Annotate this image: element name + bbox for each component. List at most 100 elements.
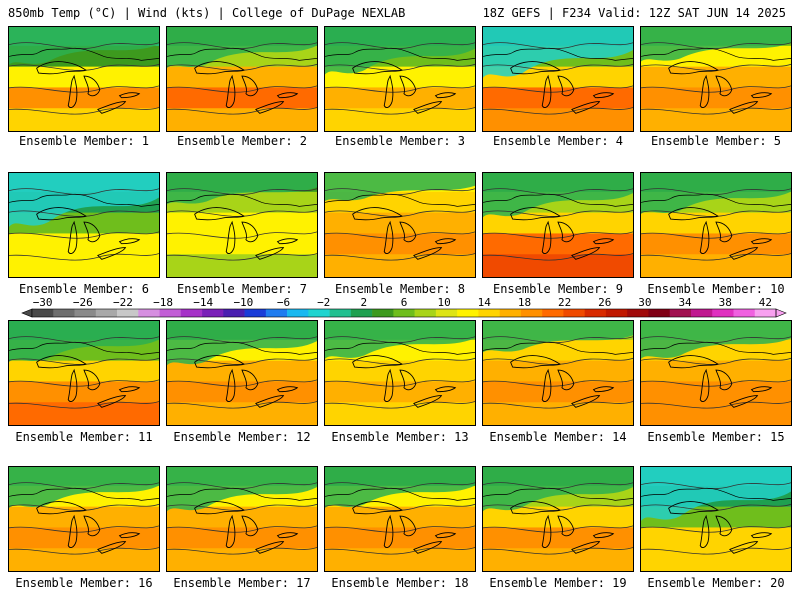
ensemble-member-label: Ensemble Member: 4 bbox=[492, 134, 624, 148]
colorbar-segment bbox=[605, 309, 628, 317]
ensemble-member-map[interactable] bbox=[640, 466, 792, 572]
great-lake-outline bbox=[510, 355, 561, 369]
great-lake-outline bbox=[557, 221, 575, 243]
ensemble-member-map[interactable] bbox=[8, 320, 160, 426]
isobar-contour bbox=[167, 188, 317, 196]
colorbar-tick-label: −22 bbox=[113, 296, 133, 309]
border-line bbox=[9, 193, 159, 207]
temperature-colorbar: −30 −26 −22 −18 −14 −10 −6 −2 2 6 10 14 18 22 26 30 34 38… bbox=[0, 296, 800, 320]
isobar-contour bbox=[325, 231, 475, 239]
great-lake-outline bbox=[668, 355, 719, 369]
ensemble-member-map[interactable] bbox=[640, 26, 792, 132]
isobar-contour bbox=[9, 42, 159, 50]
great-lake-outline bbox=[399, 369, 417, 391]
colorbar-tick-label: −18 bbox=[153, 296, 173, 309]
great-lake-outline bbox=[118, 386, 141, 393]
great-lake-outline bbox=[399, 515, 417, 537]
temperature-band bbox=[167, 108, 317, 131]
ensemble-member-map[interactable] bbox=[482, 172, 634, 278]
great-lake-outline bbox=[97, 395, 127, 408]
border-line bbox=[167, 341, 317, 355]
great-lake-outline bbox=[541, 368, 552, 402]
colorbar-tick-label: −2 bbox=[317, 296, 330, 309]
great-lake-outline bbox=[118, 532, 141, 539]
isobar-contour bbox=[9, 188, 159, 196]
ensemble-member-label: Ensemble Member: 20 bbox=[647, 576, 785, 590]
isobar-contour bbox=[483, 379, 633, 387]
colorbar-segment bbox=[350, 309, 373, 317]
great-lake-outline bbox=[434, 386, 457, 393]
ensemble-member-map[interactable] bbox=[166, 466, 318, 572]
border-line bbox=[641, 47, 791, 61]
isobar-contour bbox=[641, 188, 791, 196]
ensemble-member-map[interactable] bbox=[324, 320, 476, 426]
ensemble-member-map[interactable] bbox=[640, 172, 792, 278]
temperature-band bbox=[641, 548, 791, 571]
colorbar-segment bbox=[478, 309, 500, 317]
colorbar-tick-label: 34 bbox=[678, 296, 692, 309]
ensemble-member-map[interactable] bbox=[324, 26, 476, 132]
colorbar-segment bbox=[180, 309, 203, 317]
border-line bbox=[483, 193, 633, 207]
great-lake-outline bbox=[729, 247, 759, 260]
ensemble-member-map[interactable] bbox=[8, 466, 160, 572]
isobar-contour bbox=[483, 401, 633, 409]
ensemble-member-map[interactable] bbox=[166, 320, 318, 426]
ensemble-member-map[interactable] bbox=[8, 26, 160, 132]
colorbar-segment bbox=[435, 309, 458, 317]
temperature-band bbox=[641, 108, 791, 131]
border-line bbox=[483, 341, 633, 355]
colorbar-segment bbox=[95, 309, 118, 317]
ensemble-member-map[interactable] bbox=[482, 26, 634, 132]
temperature-field-map bbox=[641, 467, 791, 571]
isobar-contour bbox=[167, 503, 317, 511]
great-lake-outline bbox=[592, 386, 615, 393]
colorbar-min-arrow bbox=[21, 308, 33, 318]
temperature-field-map bbox=[325, 467, 475, 571]
temperature-band bbox=[641, 87, 791, 113]
isobar-contour bbox=[167, 85, 317, 93]
temperature-band bbox=[167, 548, 317, 571]
isobar-contour bbox=[9, 401, 159, 409]
ensemble-member-map[interactable] bbox=[640, 320, 792, 426]
ensemble-member-map[interactable] bbox=[482, 466, 634, 572]
temperature-band bbox=[325, 254, 475, 277]
ensemble-member-map[interactable] bbox=[482, 320, 634, 426]
colorbar-segment bbox=[648, 309, 671, 317]
border-line bbox=[483, 487, 633, 501]
colorbar-tick-label: −10 bbox=[233, 296, 253, 309]
ensemble-member-map[interactable] bbox=[324, 172, 476, 278]
ensemble-member-label: Ensemble Member: 8 bbox=[334, 282, 466, 296]
cool-air-region bbox=[325, 467, 475, 509]
great-lake-outline bbox=[97, 101, 127, 114]
isobar-contour bbox=[9, 482, 159, 490]
great-lake-outline bbox=[413, 101, 443, 114]
great-lake-outline bbox=[276, 532, 299, 539]
isobar-contour bbox=[641, 503, 791, 511]
isobar-contour bbox=[483, 503, 633, 511]
great-lake-outline bbox=[510, 61, 561, 75]
ensemble-member-map[interactable] bbox=[166, 26, 318, 132]
colorbar-tick-label: 42 bbox=[759, 296, 772, 309]
ensemble-member-label: Ensemble Member: 9 bbox=[492, 282, 624, 296]
great-lake-outline bbox=[668, 501, 719, 515]
ensemble-member-label: Ensemble Member: 13 bbox=[331, 430, 469, 444]
isobar-contour bbox=[641, 357, 791, 365]
great-lake-outline bbox=[83, 221, 101, 243]
ensemble-member-map[interactable] bbox=[8, 172, 160, 278]
border-line bbox=[325, 487, 475, 501]
great-lake-outline bbox=[276, 92, 299, 99]
ensemble-member-map[interactable] bbox=[166, 172, 318, 278]
temperature-field-map bbox=[641, 173, 791, 277]
temperature-field-map bbox=[9, 321, 159, 425]
cool-air-region bbox=[167, 27, 317, 69]
colorbar-segment bbox=[754, 309, 777, 317]
temperature-band bbox=[483, 381, 633, 407]
temperature-band bbox=[9, 548, 159, 571]
ensemble-member-label: Ensemble Member: 14 bbox=[489, 430, 627, 444]
ensemble-member-map[interactable] bbox=[324, 466, 476, 572]
great-lake-outline bbox=[510, 207, 561, 221]
isobar-contour bbox=[9, 63, 159, 71]
isobar-contour bbox=[325, 379, 475, 387]
isobar-contour bbox=[641, 525, 791, 533]
